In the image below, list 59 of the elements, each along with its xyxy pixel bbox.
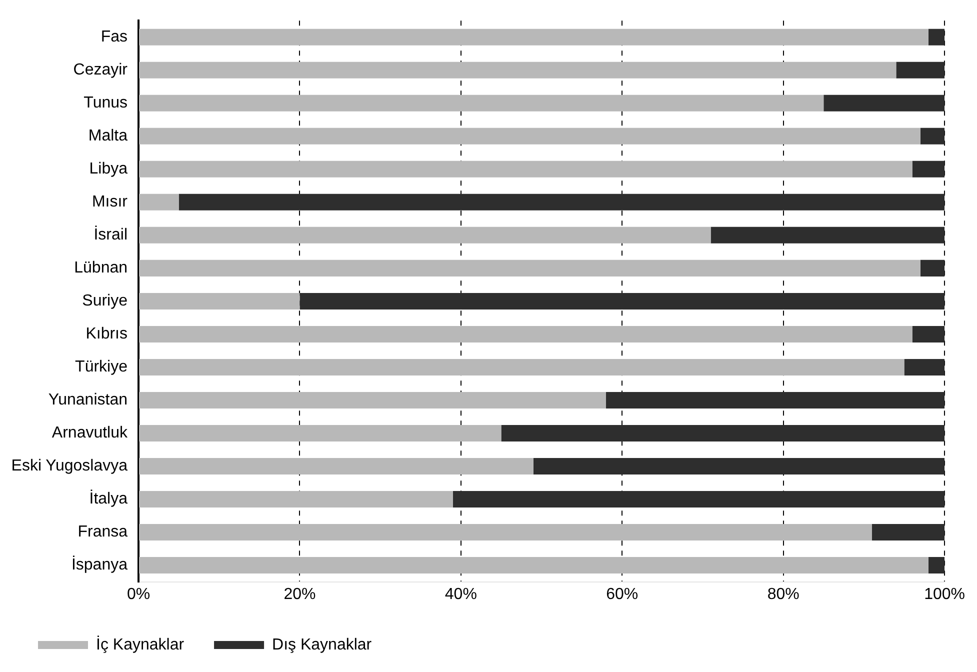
bar (824, 94, 945, 112)
bar (139, 358, 904, 376)
bar (139, 62, 896, 78)
bar (872, 524, 945, 541)
bar (904, 358, 945, 376)
x-tick-label: 20% (284, 586, 316, 603)
y-tick-label: İsrail (94, 226, 128, 244)
bar (139, 94, 824, 112)
bar (912, 160, 945, 178)
bar (139, 557, 928, 574)
bar (139, 326, 912, 342)
y-tick-label: Tunus (84, 94, 128, 112)
bar (139, 292, 300, 310)
bar (139, 491, 453, 508)
x-tick-label: 40% (444, 586, 477, 603)
bar (606, 392, 945, 408)
bar (533, 458, 945, 475)
y-tick-label: Fransa (78, 524, 128, 541)
bar (139, 260, 920, 276)
legend-label: Dış Kaynaklar (272, 636, 372, 654)
y-tick-label: Cezayir (73, 62, 128, 79)
bar (139, 524, 872, 541)
y-tick-label: İtalya (89, 490, 128, 508)
bar (928, 557, 945, 574)
bar (896, 62, 945, 78)
x-tick-label: 100% (924, 586, 965, 603)
bar (139, 128, 920, 144)
bar (920, 260, 945, 276)
bar (139, 226, 711, 244)
y-tick-label: Mısır (92, 194, 128, 211)
bar (920, 128, 945, 144)
bar (928, 28, 945, 46)
bar (139, 194, 179, 210)
bar (912, 326, 945, 342)
y-tick-label: Suriye (82, 292, 128, 310)
bar (300, 292, 945, 310)
bar (710, 226, 945, 244)
y-tick-label: Türkiye (75, 358, 128, 376)
bar (139, 392, 606, 408)
y-tick-label: Lübnan (74, 260, 128, 277)
bar (139, 424, 502, 442)
bar (139, 28, 928, 46)
y-tick-label: Malta (88, 128, 128, 145)
y-tick-label: Fas (100, 28, 128, 46)
bar (452, 491, 945, 508)
bar (139, 458, 534, 475)
x-tick-label: 0% (126, 586, 150, 603)
x-tick-label: 80% (767, 586, 800, 603)
y-tick-label: Arnavutluk (52, 424, 129, 442)
bar (501, 424, 945, 442)
legend-label: İç Kaynaklar (96, 635, 185, 654)
bar (139, 160, 912, 178)
x-tick-label: 60% (606, 586, 638, 603)
bar (178, 194, 945, 210)
y-tick-label: Libya (89, 160, 128, 178)
y-tick-label: İspanya (71, 556, 128, 574)
y-tick-label: Kıbrıs (86, 326, 128, 343)
y-tick-label: Yunanistan (48, 392, 128, 409)
y-tick-label: Eski Yugoslavya (11, 458, 128, 475)
